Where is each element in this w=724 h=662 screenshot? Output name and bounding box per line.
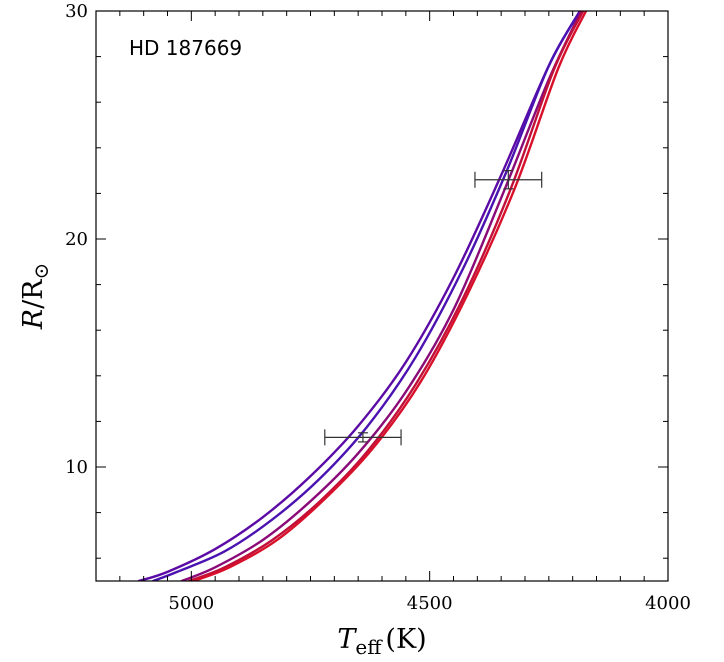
model-tracks <box>137 11 588 581</box>
series-line-1 <box>152 11 582 581</box>
series-line-0 <box>137 11 582 581</box>
y-axis-sun-symbol: ⊙ <box>29 263 53 280</box>
plot-frame <box>95 10 669 582</box>
y-axis-title: R/R⊙ <box>18 263 53 331</box>
x-axis-symbol: T <box>337 624 357 655</box>
y-tick-label: 10 <box>65 457 88 478</box>
series-line-3 <box>187 11 585 581</box>
series-line-4 <box>192 11 588 581</box>
y-tick-label: 30 <box>65 1 88 22</box>
series-line-2 <box>180 11 583 581</box>
x-axis-title: Teff (K) <box>337 624 426 659</box>
x-axis-unit: (K) <box>385 624 426 655</box>
y-axis-symbol: R <box>18 309 49 330</box>
axis-ticks: 5000 4500 4000 10 20 30 <box>65 1 691 614</box>
x-tick-label: 4500 <box>407 593 453 614</box>
x-tick-label: 4000 <box>645 593 691 614</box>
star-annotation: HD 187669 <box>129 36 242 60</box>
error-bars <box>324 170 543 446</box>
x-axis-subscript: eff <box>355 635 383 659</box>
y-axis-slash: /R <box>18 279 49 309</box>
y-tick-label: 20 <box>65 229 88 250</box>
x-tick-label: 5000 <box>168 593 214 614</box>
